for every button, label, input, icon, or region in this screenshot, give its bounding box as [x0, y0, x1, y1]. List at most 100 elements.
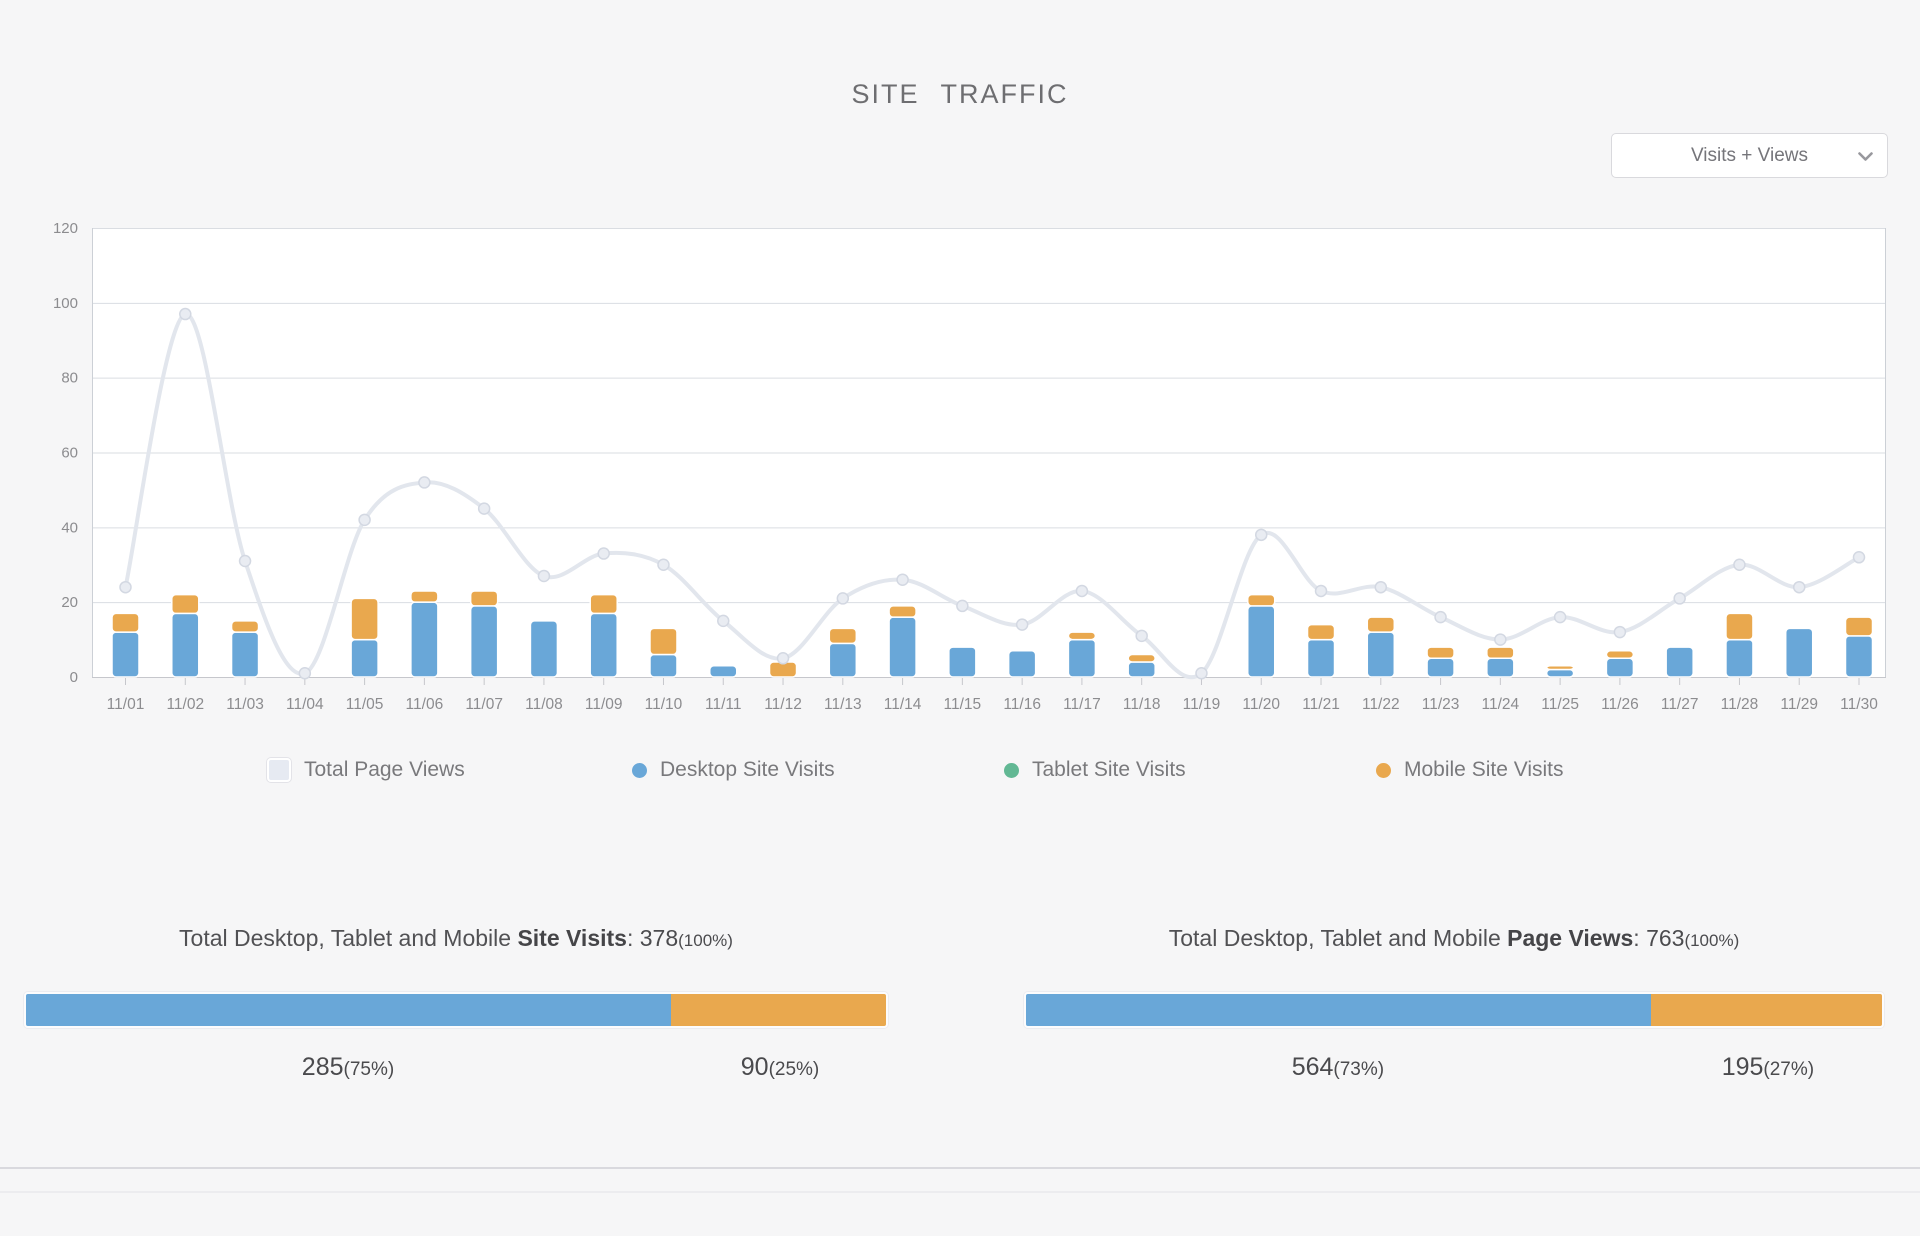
page-views-marker[interactable] — [1075, 584, 1089, 598]
desktop-bar[interactable] — [1486, 657, 1515, 678]
desktop-bar[interactable] — [1545, 668, 1575, 678]
page-views-marker[interactable] — [1673, 592, 1686, 605]
desktop-bar[interactable] — [589, 612, 618, 678]
page-views-marker[interactable] — [477, 502, 491, 515]
page-views-marker[interactable] — [1613, 625, 1627, 639]
mobile-bar[interactable] — [111, 612, 140, 633]
desktop-bar[interactable] — [1665, 646, 1694, 678]
page-views-marker[interactable] — [597, 547, 610, 560]
desktop-bar[interactable] — [1844, 635, 1874, 678]
desktop-bar[interactable] — [1366, 631, 1396, 678]
summary-segment-desktop — [1026, 994, 1651, 1026]
page-views-marker[interactable] — [657, 558, 670, 571]
summary-value-label: 90(25%) — [740, 1053, 820, 1081]
mobile-bar[interactable] — [1366, 616, 1396, 633]
page-views-marker[interactable] — [1852, 551, 1866, 564]
desktop-bar[interactable] — [111, 631, 140, 678]
page-views-marker[interactable] — [537, 569, 551, 583]
page-views-marker[interactable] — [1792, 580, 1806, 594]
page-views-marker[interactable] — [1135, 629, 1148, 643]
mobile-bar[interactable] — [410, 590, 439, 603]
mobile-bar[interactable] — [171, 593, 200, 615]
legend-label: Total Page Views — [304, 758, 465, 781]
summary-value-label: 564(73%) — [1291, 1053, 1385, 1081]
desktop-bar[interactable] — [1246, 605, 1276, 678]
page-views-marker[interactable] — [119, 580, 132, 594]
desktop-bar[interactable] — [1605, 657, 1635, 678]
mobile-bar[interactable] — [1605, 650, 1635, 660]
page-views-marker[interactable] — [1314, 584, 1328, 598]
mobile-bar[interactable] — [1545, 665, 1575, 671]
page-views-marker[interactable] — [1434, 610, 1447, 624]
page-views-marker[interactable] — [358, 513, 371, 527]
desktop-bar[interactable] — [350, 638, 379, 678]
mobile-bar[interactable] — [1844, 616, 1874, 637]
mobile-bar[interactable] — [1127, 653, 1156, 663]
desktop-bar[interactable] — [1725, 638, 1754, 678]
legend-item-tablet-site-visits[interactable]: Tablet Site Visits — [1004, 753, 1186, 787]
desktop-bar[interactable] — [888, 616, 917, 678]
desktop-bar[interactable] — [410, 601, 439, 678]
page-views-marker[interactable] — [179, 307, 192, 321]
page-views-marker[interactable] — [1494, 633, 1507, 646]
mobile-bar[interactable] — [888, 605, 917, 618]
page-views-marker[interactable] — [238, 554, 252, 568]
mobile-bar[interactable] — [1306, 623, 1336, 641]
desktop-bar[interactable] — [1127, 661, 1156, 678]
mobile-bar[interactable] — [1067, 631, 1097, 641]
y-axis-label: 40 — [61, 519, 78, 536]
page-views-marker[interactable] — [776, 652, 790, 665]
desktop-bar[interactable] — [469, 605, 499, 678]
mobile-bar[interactable] — [1725, 612, 1754, 641]
x-axis-label: 11/17 — [1063, 696, 1101, 713]
page-views-marker[interactable] — [717, 614, 730, 628]
x-axis-label: 11/14 — [884, 696, 922, 713]
page-views-marker[interactable] — [1553, 610, 1567, 624]
page-views-line — [123, 312, 1861, 680]
legend-item-desktop-site-visits[interactable]: Desktop Site Visits — [632, 753, 835, 787]
summary-segment-mobile — [671, 994, 886, 1026]
page-views-marker[interactable] — [1733, 558, 1746, 571]
desktop-bar[interactable] — [649, 653, 678, 678]
desktop-bar[interactable] — [1067, 638, 1097, 678]
desktop-bar[interactable] — [1784, 627, 1814, 678]
page-views-marker[interactable] — [418, 476, 431, 489]
page-views-marker[interactable] — [1015, 618, 1029, 631]
mobile-bar[interactable] — [589, 593, 618, 615]
desktop-bar[interactable] — [1007, 650, 1037, 678]
page-views-marker[interactable] — [836, 592, 850, 605]
x-axis-label: 11/30 — [1840, 696, 1878, 713]
divider — [0, 1167, 1920, 1169]
page-views-marker[interactable] — [1195, 667, 1208, 680]
mobile-bar[interactable] — [1426, 646, 1455, 660]
visits-views-dropdown[interactable]: Visits + Views — [1611, 133, 1888, 178]
mobile-bar[interactable] — [828, 627, 858, 645]
mobile-bar[interactable] — [649, 627, 678, 656]
page-views-marker[interactable] — [1374, 580, 1388, 594]
mobile-bar[interactable] — [350, 597, 379, 641]
x-axis-label: 11/13 — [824, 696, 862, 713]
desktop-bar[interactable] — [529, 620, 559, 678]
page-views-marker[interactable] — [298, 667, 312, 680]
x-axis-label: 11/22 — [1362, 696, 1400, 713]
legend-item-total-page-views[interactable]: Total Page Views — [267, 753, 465, 787]
desktop-bar[interactable] — [828, 642, 858, 678]
mobile-bar[interactable] — [230, 620, 260, 633]
divider — [0, 1191, 1920, 1193]
page-views-marker[interactable] — [956, 599, 969, 613]
desktop-bar[interactable] — [948, 646, 977, 678]
desktop-bar[interactable] — [1306, 638, 1336, 678]
mobile-bar[interactable] — [1246, 593, 1276, 607]
x-axis-label: 11/21 — [1302, 696, 1340, 713]
desktop-bar[interactable] — [709, 665, 738, 678]
y-axis-label: 60 — [61, 445, 78, 462]
mobile-bar[interactable] — [1486, 646, 1515, 660]
legend-item-mobile-site-visits[interactable]: Mobile Site Visits — [1376, 753, 1564, 787]
page-views-marker[interactable] — [896, 573, 909, 586]
desktop-bar[interactable] — [171, 612, 200, 678]
x-axis-label: 11/27 — [1661, 696, 1699, 713]
desktop-bar[interactable] — [230, 631, 260, 678]
page-views-marker[interactable] — [1254, 528, 1268, 542]
desktop-bar[interactable] — [1426, 657, 1455, 678]
mobile-bar[interactable] — [469, 590, 499, 607]
